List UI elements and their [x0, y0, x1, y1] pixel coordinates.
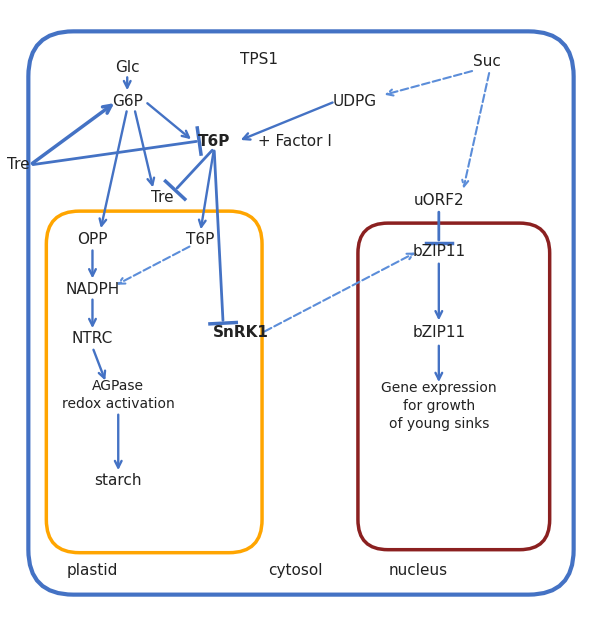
- Text: bZIP11: bZIP11: [412, 244, 465, 259]
- Text: TPS1: TPS1: [240, 52, 278, 67]
- Text: bZIP11: bZIP11: [412, 326, 465, 340]
- Text: plastid: plastid: [67, 563, 118, 578]
- Text: uORF2: uORF2: [414, 193, 464, 208]
- Text: AGPase
redox activation: AGPase redox activation: [62, 379, 175, 411]
- Text: SnRK1: SnRK1: [213, 326, 269, 340]
- Text: UDPG: UDPG: [333, 94, 377, 109]
- Text: cytosol: cytosol: [268, 563, 322, 578]
- Text: OPP: OPP: [77, 232, 108, 247]
- Text: Tre: Tre: [7, 157, 29, 172]
- Text: NTRC: NTRC: [72, 331, 113, 346]
- Text: + Factor I: + Factor I: [253, 133, 332, 149]
- Text: Tre: Tre: [150, 190, 173, 205]
- Text: T6P: T6P: [198, 133, 231, 149]
- Text: T6P: T6P: [186, 232, 214, 247]
- Text: Suc: Suc: [473, 54, 501, 69]
- Text: starch: starch: [95, 473, 142, 489]
- Text: G6P: G6P: [112, 94, 143, 109]
- Text: Glc: Glc: [115, 60, 140, 75]
- Text: Gene expression
for growth
of young sinks: Gene expression for growth of young sink…: [381, 381, 497, 431]
- Text: nucleus: nucleus: [388, 563, 447, 578]
- Text: NADPH: NADPH: [66, 281, 120, 296]
